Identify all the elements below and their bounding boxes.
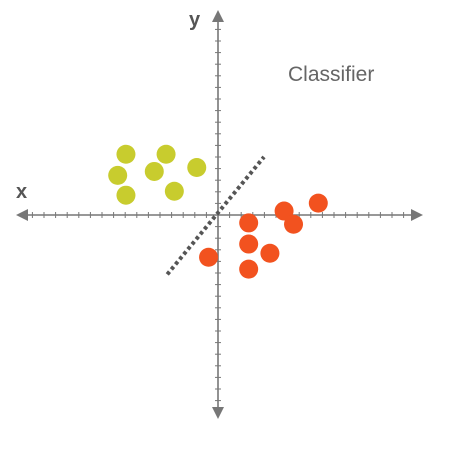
axes-group [16,10,423,419]
x-axis-left-arrow-icon [16,209,28,221]
class-a-point [156,144,176,164]
x-axis-label: x [16,181,27,203]
y-axis-arrow-icon [212,10,224,22]
class-b-point [308,193,328,213]
x-axis-arrow-icon [411,209,423,221]
class-b-point [239,213,259,233]
class-b-point [284,214,304,234]
data-points [108,144,328,279]
classifier-line [165,155,266,276]
class-a-point [116,144,136,164]
class-b-point [239,234,259,254]
class-b-point [260,243,280,263]
y-axis-down-arrow-icon [212,407,224,419]
class-b-point [199,247,219,267]
class-a-point [144,161,164,181]
class-b-point [274,201,294,221]
class-a-point [108,165,128,185]
class-a-point [164,181,184,201]
class-a-point [187,157,207,177]
y-axis-label: y [189,9,201,31]
classifier-label: Classifier [288,63,374,86]
class-b-point [239,259,259,279]
class-a-point [116,185,136,205]
